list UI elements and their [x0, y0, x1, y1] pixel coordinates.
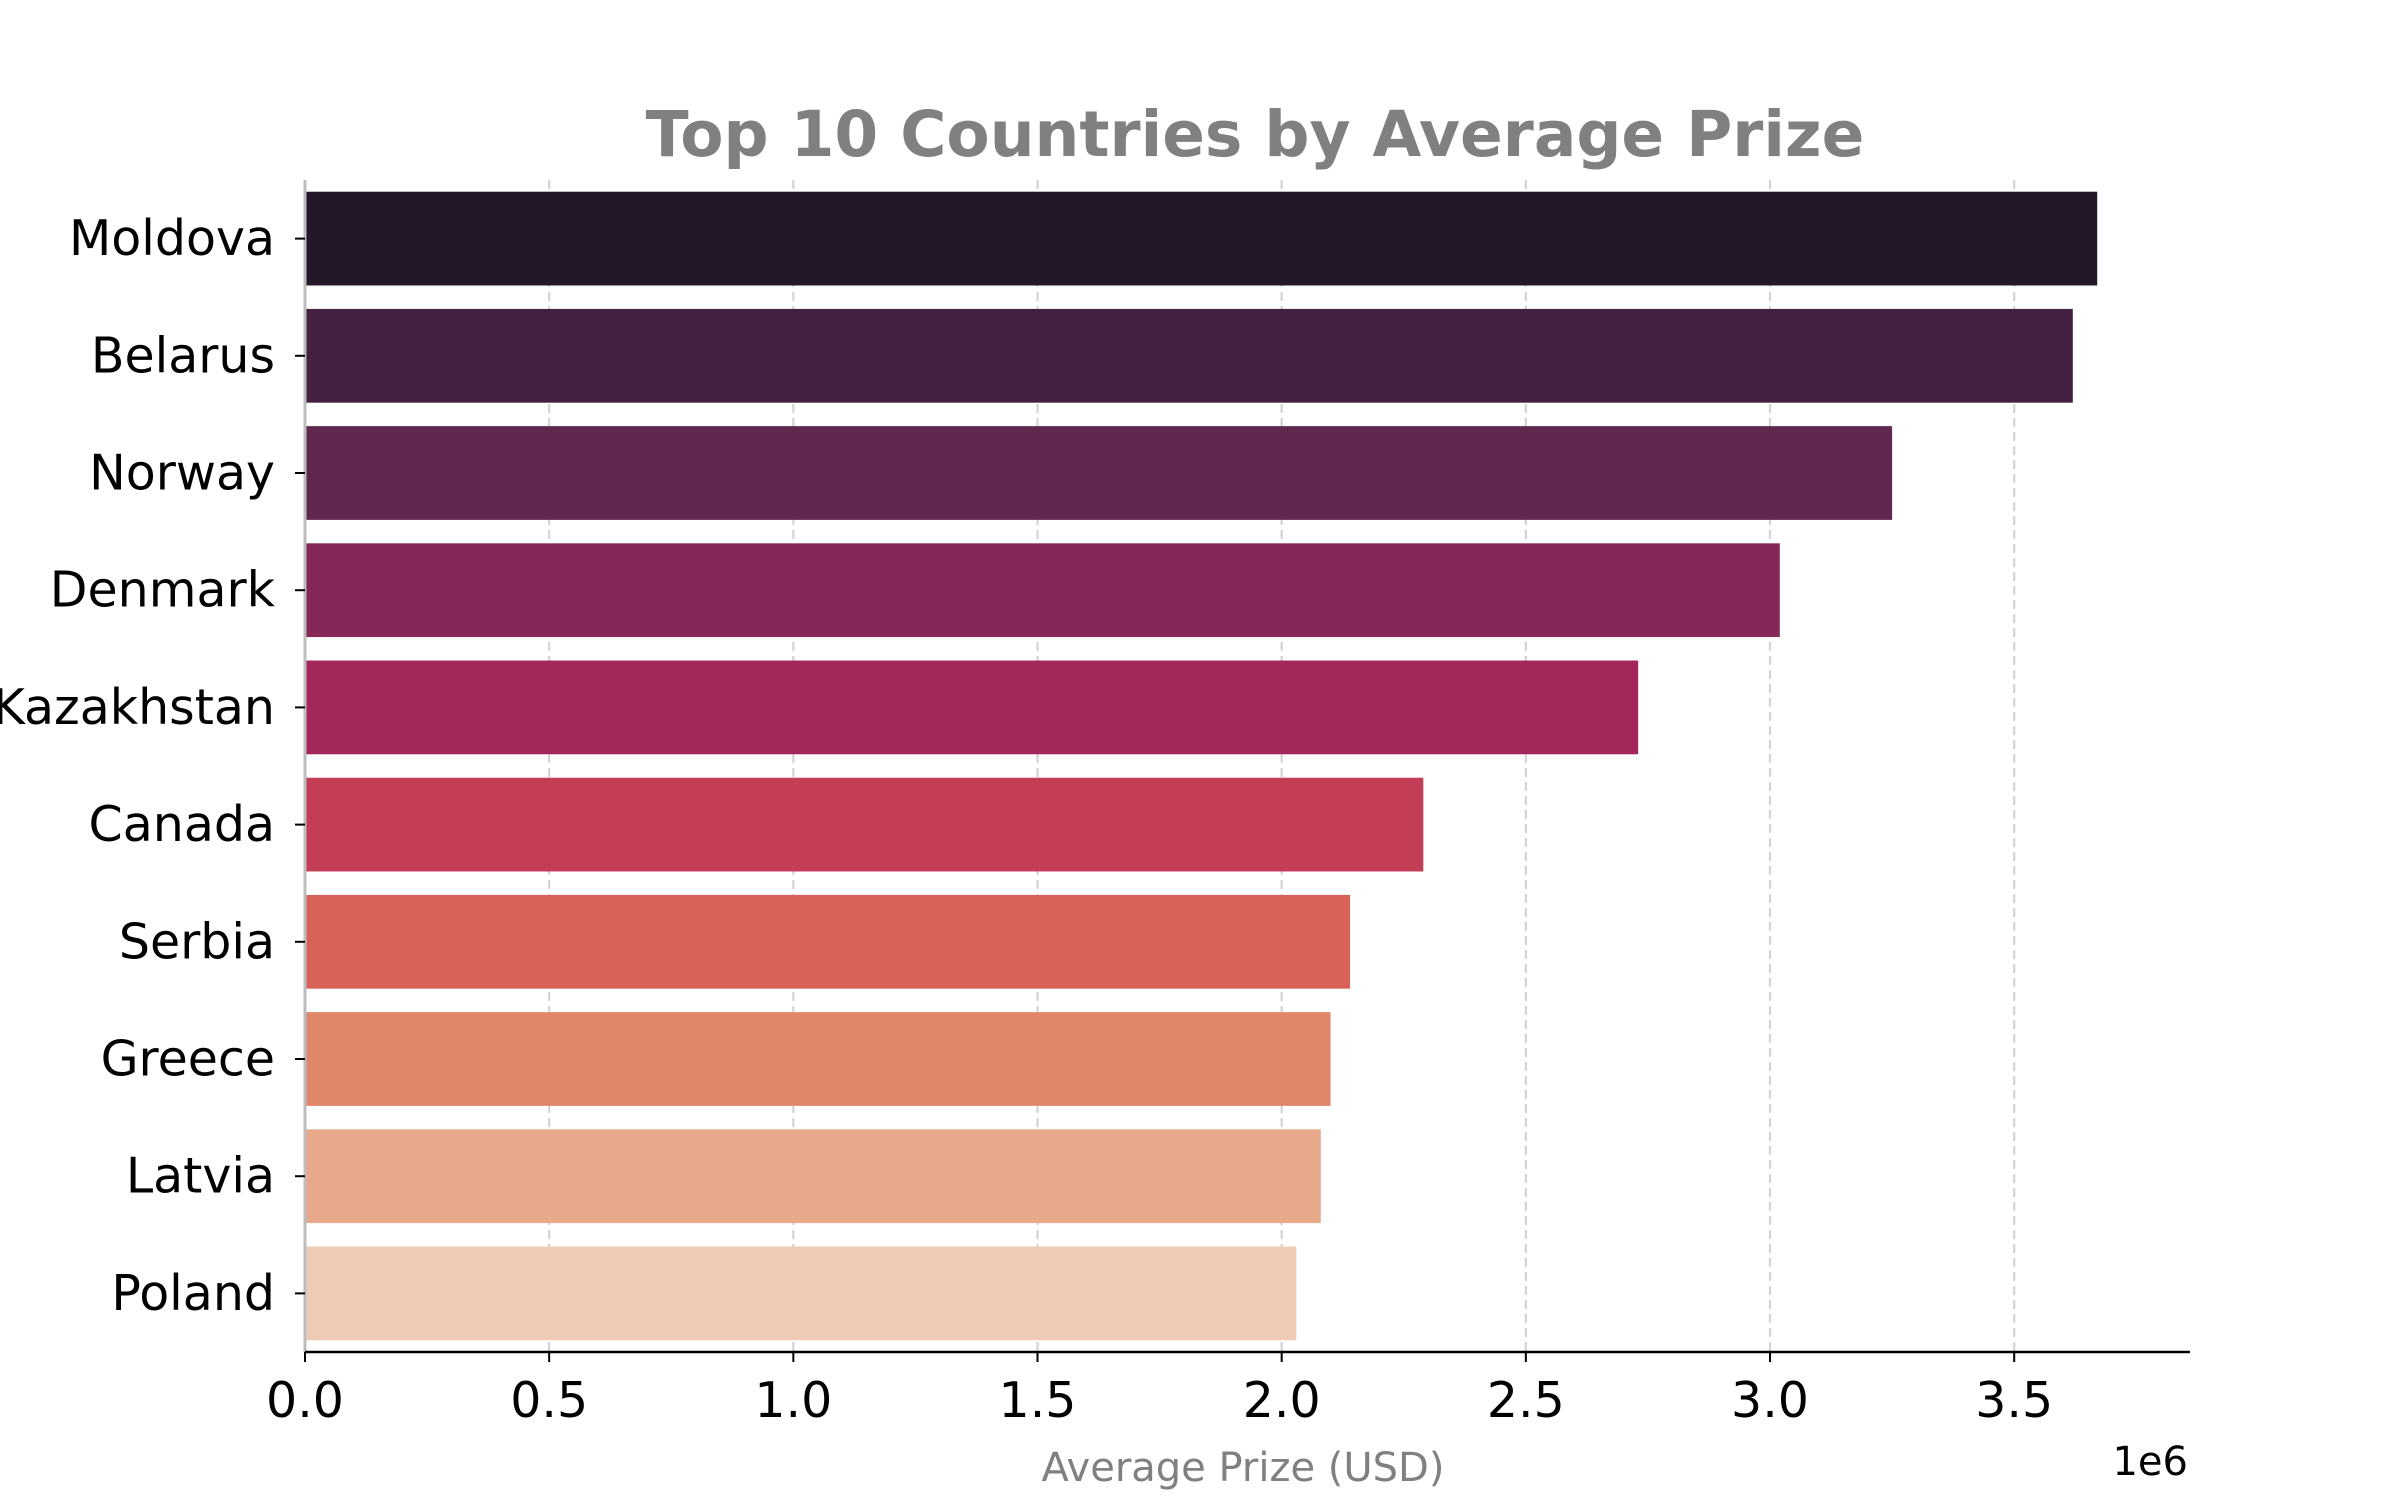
y-tick-label: Canada	[89, 796, 275, 853]
axes	[303, 180, 2190, 1354]
bar-kazakhstan	[305, 660, 1639, 755]
x-axis-label: Average Prize (USD)	[1042, 1445, 1445, 1491]
x-tick-label: 2.5	[1487, 1372, 1565, 1429]
bars	[305, 191, 2098, 1341]
bar-serbia	[305, 894, 1351, 989]
x-tick-label: 0.0	[266, 1372, 344, 1429]
y-tick-label: Moldova	[69, 210, 275, 267]
y-tick-label: Greece	[101, 1031, 275, 1088]
x-tick-label: 3.0	[1731, 1372, 1809, 1429]
bar-belarus	[305, 308, 2073, 403]
y-tick-label: Latvia	[126, 1148, 275, 1205]
x-tick-label: 1.0	[754, 1372, 832, 1429]
chart-title: Top 10 Countries by Average Prize	[646, 98, 1865, 171]
bar-latvia	[305, 1129, 1321, 1224]
y-tick-label: Kazakhstan	[0, 679, 275, 736]
x-axis-offset-label: 1e6	[2112, 1439, 2188, 1485]
x-axis-ticks: 0.0 0.5 1.0 1.5 2.0 2.5 3.0 3.5	[266, 1352, 2053, 1429]
bar-moldova	[305, 191, 2098, 286]
x-tick-label: 0.5	[510, 1372, 588, 1429]
y-tick-label: Norway	[89, 445, 275, 502]
y-tick-label: Poland	[111, 1265, 275, 1322]
bar-poland	[305, 1246, 1297, 1341]
bar-norway	[305, 426, 1893, 520]
x-tick-label: 3.5	[1975, 1372, 2053, 1429]
x-tick-label: 2.0	[1243, 1372, 1321, 1429]
y-tick-label: Denmark	[50, 562, 276, 619]
bar-greece	[305, 1012, 1331, 1106]
y-tick-label: Serbia	[119, 913, 275, 970]
bar-denmark	[305, 543, 1780, 638]
y-tick-label: Belarus	[91, 327, 275, 384]
y-axis-ticks: Moldova Belarus Norway Denmark Kazakhstan Can…	[0, 210, 305, 1322]
bar-canada	[305, 777, 1424, 872]
x-tick-label: 1.5	[999, 1372, 1077, 1429]
